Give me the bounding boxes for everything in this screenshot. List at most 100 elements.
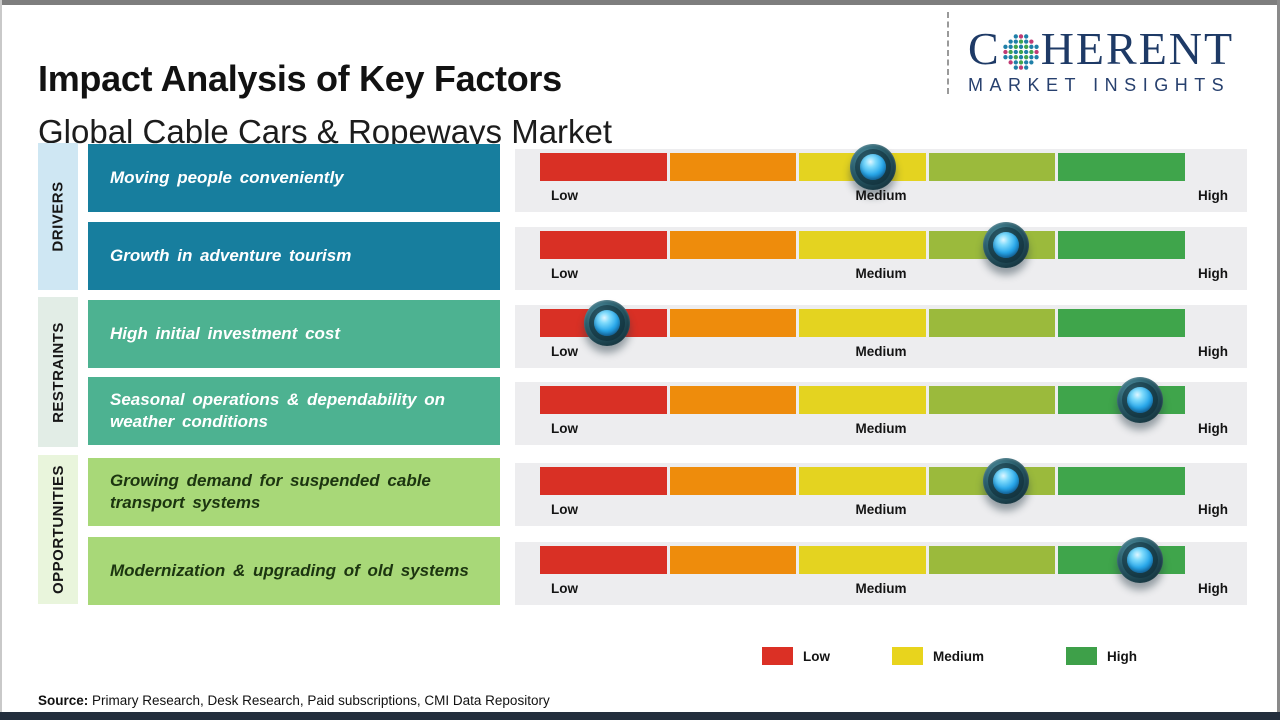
impact-gauge: Low Medium High: [515, 377, 1247, 445]
scale-label-low: Low: [551, 581, 578, 596]
impact-gauge: Low Medium High: [515, 458, 1247, 526]
scale-label-high: High: [1198, 581, 1228, 596]
gauge-bar: [540, 309, 1185, 337]
gauge-segment-low-medium: [669, 467, 797, 495]
gauge-marker-icon: [982, 222, 1029, 268]
scale-label-high: High: [1198, 344, 1228, 359]
gauge-scale-labels: Low Medium High: [515, 188, 1247, 206]
gauge-segment-medium: [799, 467, 926, 495]
factor-card: Growing demand for suspended cable trans…: [88, 458, 500, 526]
impact-gauge: Low Medium High: [515, 222, 1247, 290]
gauge-segment-low-medium: [669, 546, 797, 574]
legend-swatch-low: [762, 647, 793, 665]
scale-label-low: Low: [551, 421, 578, 436]
gauge-bar: [540, 386, 1185, 414]
scale-label-high: High: [1198, 188, 1228, 203]
logo-separator: [947, 12, 949, 94]
legend-label: High: [1107, 648, 1137, 664]
factor-card: High initial investment cost: [88, 300, 500, 368]
factor-text: Growing demand for suspended cable trans…: [110, 470, 431, 512]
scale-label-high: High: [1198, 421, 1228, 436]
impact-gauge: Low Medium High: [515, 144, 1247, 212]
impact-gauge: Low Medium High: [515, 300, 1247, 368]
page-title: Impact Analysis of Key Factors: [38, 58, 562, 100]
logo-dot-globe-icon: [1002, 33, 1039, 70]
category-label-text: RESTRAINTS: [49, 321, 67, 423]
gauge-segment-medium: [799, 546, 926, 574]
impact-gauge: Low Medium High: [515, 537, 1247, 605]
gauge-segment-low: [540, 153, 667, 181]
scale-label-medium: Medium: [855, 421, 907, 436]
gauge-scale-labels: Low Medium High: [515, 421, 1247, 439]
gauge-segment-low-medium: [669, 153, 797, 181]
gauge-segment-high: [1058, 153, 1185, 181]
legend-item-low: Low: [762, 647, 830, 665]
logo-letters-rest: HERENT: [1040, 23, 1235, 74]
logo-tagline: MARKET INSIGHTS: [968, 75, 1231, 95]
gauge-segment-low-medium: [669, 386, 797, 414]
gauge-bar: [540, 467, 1185, 495]
gauge-marker-icon: [849, 144, 896, 190]
company-logo: C HERENT MARKET INSIGHTS: [968, 26, 1264, 96]
gauge-marker-core: [1126, 387, 1153, 413]
scale-label-low: Low: [551, 502, 578, 517]
gauge-segment-high: [1058, 231, 1185, 259]
legend: Low Medium High: [0, 647, 1280, 667]
scale-label-low: Low: [551, 266, 578, 281]
scale-label-medium: Medium: [855, 266, 907, 281]
gauge-segment-medium: [799, 309, 926, 337]
gauge-bar: [540, 546, 1185, 574]
gauge-segment-low: [540, 467, 667, 495]
category-label-text: OPPORTUNITIES: [49, 464, 67, 595]
scale-label-high: High: [1198, 266, 1228, 281]
factor-text: Moving people conveniently: [110, 167, 344, 187]
gauge-segment-low: [540, 231, 667, 259]
factor-card: Modernization & upgrading of old systems: [88, 537, 500, 605]
factor-text: Modernization & upgrading of old systems: [110, 560, 469, 580]
source-label: Source:: [38, 693, 89, 708]
scale-label-medium: Medium: [855, 344, 907, 359]
factor-card: Moving people conveniently: [88, 144, 500, 212]
gauge-segment-medium: [799, 231, 926, 259]
scale-label-medium: Medium: [855, 188, 907, 203]
gauge-segment-medium-high: [928, 309, 1056, 337]
factor-card: Seasonal operations & dependability on w…: [88, 377, 500, 445]
factor-card: Growth in adventure tourism: [88, 222, 500, 290]
category-label-opportunities: OPPORTUNITIES: [38, 455, 78, 604]
legend-item-medium: Medium: [892, 647, 984, 665]
legend-swatch-medium: [892, 647, 923, 665]
source-note: Source: Primary Research, Desk Research,…: [38, 693, 550, 708]
gauge-segment-high: [1058, 467, 1185, 495]
gauge-marker-icon: [982, 458, 1029, 504]
gauge-marker-core: [859, 154, 886, 180]
factor-text: Growth in adventure tourism: [110, 245, 352, 265]
source-text: Primary Research, Desk Research, Paid su…: [92, 693, 550, 708]
logo-letter-c: C: [968, 23, 1001, 74]
category-label-restraints: RESTRAINTS: [38, 297, 78, 447]
legend-label: Low: [803, 648, 830, 664]
gauge-marker-icon: [584, 300, 631, 346]
scale-label-low: Low: [551, 344, 578, 359]
gauge-segment-high: [1058, 309, 1185, 337]
gauge-segment-medium-high: [928, 546, 1056, 574]
gauge-scale-labels: Low Medium High: [515, 266, 1247, 284]
footer-bar: [0, 712, 1280, 720]
gauge-segment-medium-high: [928, 153, 1056, 181]
gauge-scale-labels: Low Medium High: [515, 581, 1247, 599]
gauge-marker-icon: [1116, 377, 1163, 423]
gauge-segment-medium-high: [928, 386, 1056, 414]
legend-item-high: High: [1066, 647, 1137, 665]
gauge-segment-medium: [799, 386, 926, 414]
gauge-scale-labels: Low Medium High: [515, 344, 1247, 362]
legend-label: Medium: [933, 648, 985, 664]
factor-text: Seasonal operations & dependability on w…: [110, 389, 446, 431]
category-label-drivers: DRIVERS: [38, 143, 78, 290]
gauge-scale-labels: Low Medium High: [515, 502, 1247, 520]
scale-label-medium: Medium: [855, 502, 907, 517]
top-border: [0, 0, 1280, 5]
logo-wordmark: C HERENT: [968, 26, 1264, 72]
gauge-marker-core: [594, 310, 621, 336]
gauge-segment-low-medium: [669, 231, 797, 259]
gauge-marker-core: [1126, 547, 1153, 573]
category-label-text: DRIVERS: [49, 181, 67, 252]
